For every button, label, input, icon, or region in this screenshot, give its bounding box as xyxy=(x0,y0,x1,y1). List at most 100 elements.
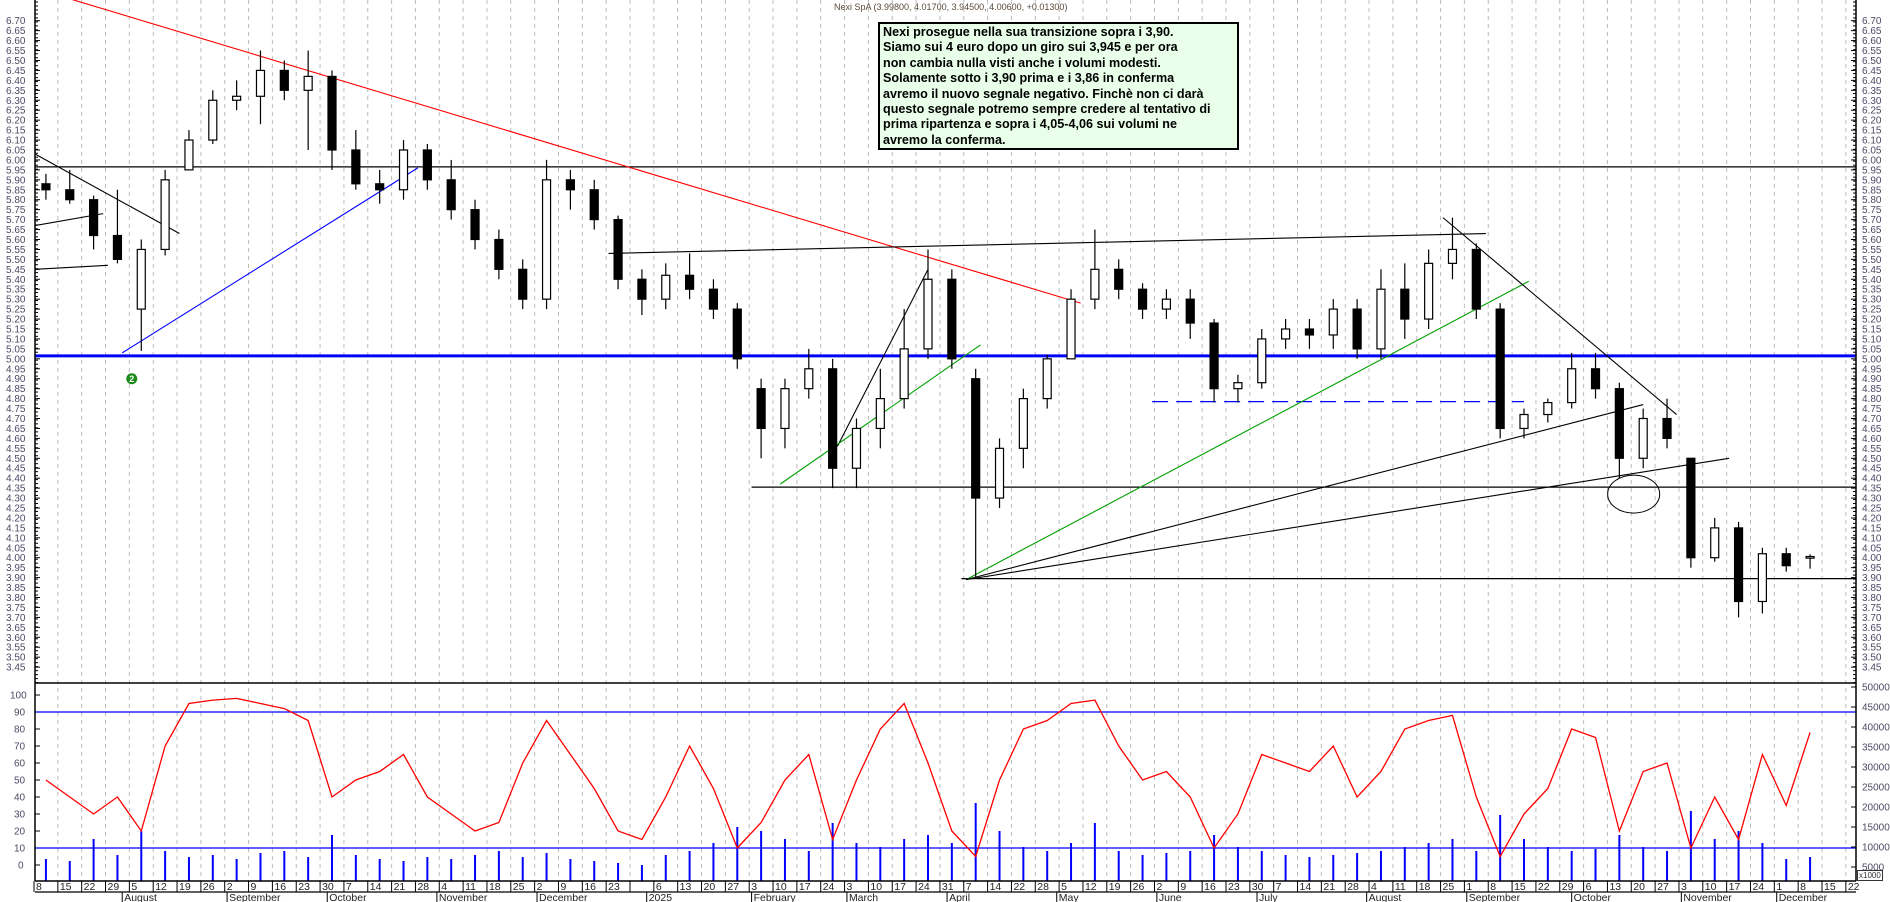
week-label: 8 xyxy=(36,881,42,893)
trend-line xyxy=(966,404,1644,581)
candle-body-up xyxy=(875,398,885,430)
price-tick-label-right: 5.30 xyxy=(1862,295,1882,306)
price-tick-label-right: 5.00 xyxy=(1862,354,1882,365)
week-label: 7 xyxy=(966,881,972,893)
candle-body-up xyxy=(1328,308,1338,336)
trend-line xyxy=(966,457,1730,581)
candle xyxy=(708,279,719,320)
candle-body-down xyxy=(351,149,361,185)
week-label: 15 xyxy=(1514,881,1526,893)
price-tick-label-right: 6.40 xyxy=(1862,76,1882,87)
candle xyxy=(1471,243,1481,320)
candle-body-up xyxy=(398,149,409,191)
candle xyxy=(1114,259,1124,300)
week-label: 23 xyxy=(608,881,620,893)
candle xyxy=(1280,319,1291,349)
price-tick-label-right: 6.45 xyxy=(1862,66,1882,77)
price-tick-label-right: 4.85 xyxy=(1862,384,1882,395)
volume-unit-label: x1000 xyxy=(1857,870,1883,881)
week-label: 4 xyxy=(1371,881,1377,893)
week-label: 18 xyxy=(489,881,501,893)
week-label: 20 xyxy=(1633,881,1645,893)
price-tick-label-right: 4.50 xyxy=(1862,454,1882,465)
week-label: 9 xyxy=(560,881,566,893)
week-label: 23 xyxy=(1228,881,1240,893)
candle-body-down xyxy=(1614,388,1624,459)
candle xyxy=(1662,398,1672,449)
week-label: 9 xyxy=(251,881,257,893)
price-tick-label-left: 6.50 xyxy=(6,56,26,67)
marker-badge: 2 xyxy=(126,373,138,385)
candle xyxy=(422,144,432,190)
candle-body-up xyxy=(1424,262,1434,320)
volume-tick-label: 15000 xyxy=(1862,823,1890,834)
candle xyxy=(160,169,170,256)
month-label: June xyxy=(1159,892,1182,902)
week-label: 22 xyxy=(1013,881,1025,893)
candle xyxy=(255,50,266,125)
week-label: 26 xyxy=(1133,881,1145,893)
week-label: 10 xyxy=(1705,881,1717,893)
week-label: 22 xyxy=(1848,881,1860,893)
week-label: 28 xyxy=(417,881,429,893)
price-tick-label-left: 4.85 xyxy=(6,384,26,395)
week-label: 6 xyxy=(1586,881,1592,893)
oscillator-tick-label: 90 xyxy=(14,708,26,719)
candle-body-up xyxy=(1757,553,1768,603)
price-tick-label-right: 3.65 xyxy=(1862,623,1882,634)
candle-body-down xyxy=(565,179,576,191)
note-line: Solamente sotto i 3,90 prima e i 3,86 in… xyxy=(883,71,1175,86)
candle-body-up xyxy=(780,388,790,430)
note-line: Siamo sui 4 euro dopo un giro sui 3,945 … xyxy=(883,40,1178,55)
price-tick-label-right: 4.20 xyxy=(1862,513,1882,524)
week-label: 24 xyxy=(918,881,930,893)
week-label: 15 xyxy=(1824,881,1836,893)
price-tick-label-left: 4.65 xyxy=(6,424,26,435)
price-tick-label-right: 6.35 xyxy=(1862,86,1882,97)
price-tick-label-left: 4.10 xyxy=(6,533,26,544)
candle-body-down xyxy=(1304,328,1315,336)
candle-body-down xyxy=(65,189,75,201)
candle-body-up xyxy=(1280,328,1291,340)
volume-tick-label: 45000 xyxy=(1862,703,1890,714)
candle xyxy=(65,169,75,204)
week-label: 14 xyxy=(370,881,382,893)
price-tick-label-right: 3.95 xyxy=(1862,563,1882,574)
price-tick-label-left: 3.80 xyxy=(6,593,26,604)
volume-tick-label: 10000 xyxy=(1862,843,1890,854)
price-tick-label-right: 6.30 xyxy=(1862,96,1882,107)
candle-body-up xyxy=(1447,248,1458,264)
price-tick-label-right: 4.75 xyxy=(1862,404,1882,415)
note-line: prima ripartenza e sopra i 4,05-4,06 sui… xyxy=(883,117,1177,132)
price-tick-label-right: 6.15 xyxy=(1862,126,1882,137)
trend-line xyxy=(35,264,108,270)
candle xyxy=(875,368,885,449)
candle xyxy=(208,90,218,145)
candle-body-down xyxy=(1662,417,1672,439)
candle-body-down xyxy=(1495,308,1505,430)
price-tick-label-right: 4.55 xyxy=(1862,444,1882,455)
oscillator-tick-label: 60 xyxy=(14,759,26,770)
candle xyxy=(923,249,933,359)
analysis-note: Nexi prosegue nella sua transizione sopr… xyxy=(878,22,1239,150)
candle xyxy=(1710,517,1720,562)
price-tick-label-right: 4.30 xyxy=(1862,494,1882,505)
week-label: 16 xyxy=(274,881,286,893)
candle xyxy=(375,169,385,204)
note-line: avremo la conferma. xyxy=(883,132,1006,147)
week-label: 30 xyxy=(1252,881,1264,893)
candle xyxy=(1519,408,1529,439)
price-tick-label-left: 3.90 xyxy=(6,573,26,584)
price-tick-label-left: 3.60 xyxy=(6,633,26,644)
price-tick-label-right: 6.25 xyxy=(1862,106,1882,117)
month-label: September xyxy=(1469,892,1521,902)
week-label: 20 xyxy=(704,881,716,893)
candle xyxy=(303,50,313,150)
price-tick-label-left: 5.45 xyxy=(6,265,26,276)
week-label: 21 xyxy=(394,881,406,893)
candles xyxy=(41,50,1815,618)
candle-body-down xyxy=(1781,553,1791,567)
week-label: 12 xyxy=(155,881,167,893)
price-tick-label-left: 5.25 xyxy=(6,305,26,316)
